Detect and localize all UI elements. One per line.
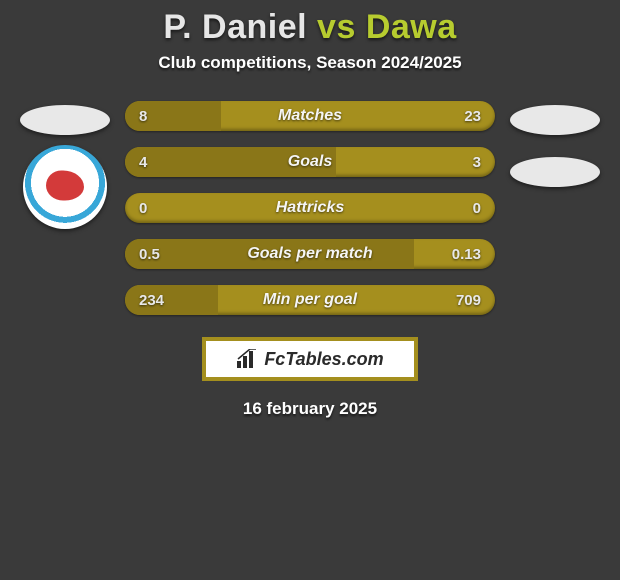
stat-row: 0Hattricks0 — [125, 193, 495, 223]
stat-row: 0.5Goals per match0.13 — [125, 239, 495, 269]
stat-row: 8Matches23 — [125, 101, 495, 131]
subtitle: Club competitions, Season 2024/2025 — [0, 53, 620, 73]
stat-right-value: 709 — [425, 292, 495, 309]
player1-name: P. Daniel — [163, 8, 307, 46]
stat-left-value: 4 — [125, 154, 195, 171]
stats-bars: 8Matches234Goals30Hattricks00.5Goals per… — [125, 101, 495, 315]
chart-icon — [236, 349, 258, 369]
stat-row: 234Min per goal709 — [125, 285, 495, 315]
stat-left-value: 0.5 — [125, 246, 195, 263]
stat-label: Matches — [195, 107, 425, 125]
vs-text: vs — [317, 8, 356, 46]
stat-right-value: 0 — [425, 200, 495, 217]
stat-left-value: 234 — [125, 292, 195, 309]
stat-row: 4Goals3 — [125, 147, 495, 177]
right-side — [505, 101, 605, 187]
stat-label: Hattricks — [195, 199, 425, 217]
player1-club-badge — [23, 145, 107, 229]
left-side — [15, 101, 115, 229]
stat-label: Goals per match — [195, 245, 425, 263]
stat-right-value: 3 — [425, 154, 495, 171]
brand-box[interactable]: FcTables.com — [202, 337, 418, 381]
stat-right-value: 23 — [425, 108, 495, 125]
stat-right-value: 0.13 — [425, 246, 495, 263]
stat-label: Goals — [195, 153, 425, 171]
comparison-card: P. Daniel vs Dawa Club competitions, Sea… — [0, 0, 620, 419]
player2-photo-placeholder — [510, 105, 600, 135]
stat-left-value: 8 — [125, 108, 195, 125]
page-title: P. Daniel vs Dawa — [0, 8, 620, 47]
brand-text: FcTables.com — [264, 349, 383, 370]
date-text: 16 february 2025 — [0, 399, 620, 419]
stat-left-value: 0 — [125, 200, 195, 217]
stat-label: Min per goal — [195, 291, 425, 309]
main-content: 8Matches234Goals30Hattricks00.5Goals per… — [0, 101, 620, 315]
player2-club-placeholder — [510, 157, 600, 187]
player1-photo-placeholder — [20, 105, 110, 135]
player2-name: Dawa — [366, 8, 457, 46]
